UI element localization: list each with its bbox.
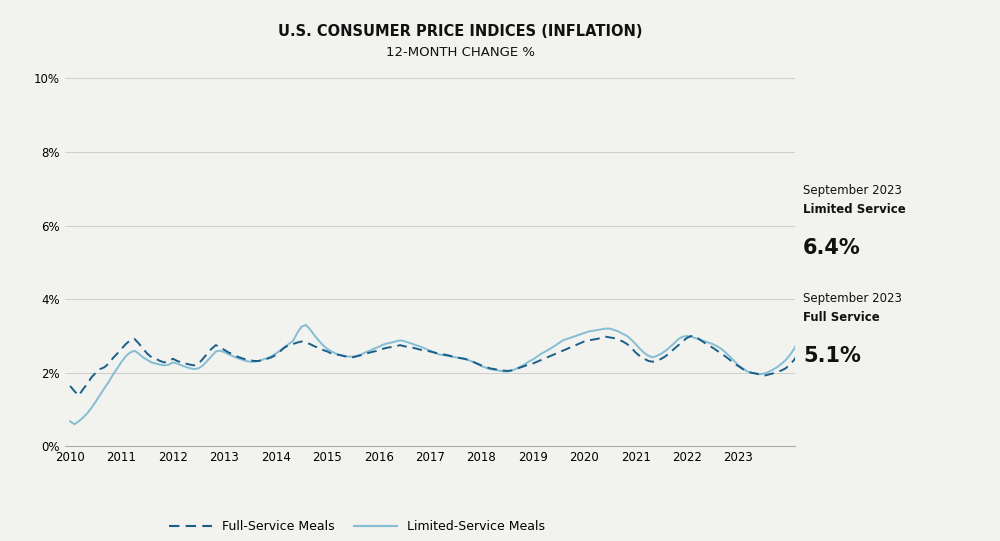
Text: 12-MONTH CHANGE %: 12-MONTH CHANGE % bbox=[386, 46, 534, 59]
Text: Limited Service: Limited Service bbox=[803, 203, 906, 216]
Text: September 2023: September 2023 bbox=[803, 292, 902, 305]
Legend: Full-Service Meals, Limited-Service Meals: Full-Service Meals, Limited-Service Meal… bbox=[164, 515, 550, 538]
Text: U.S. CONSUMER PRICE INDICES (INFLATION): U.S. CONSUMER PRICE INDICES (INFLATION) bbox=[278, 24, 642, 39]
Text: September 2023: September 2023 bbox=[803, 184, 902, 197]
Text: Full Service: Full Service bbox=[803, 311, 880, 324]
Text: 5.1%: 5.1% bbox=[803, 346, 861, 366]
Text: 6.4%: 6.4% bbox=[803, 238, 861, 258]
